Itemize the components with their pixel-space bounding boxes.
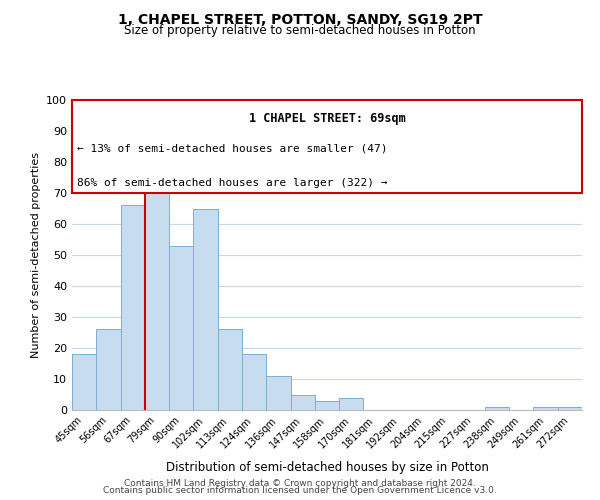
Text: Size of property relative to semi-detached houses in Potton: Size of property relative to semi-detach… bbox=[124, 24, 476, 37]
Text: 86% of semi-detached houses are larger (322) →: 86% of semi-detached houses are larger (… bbox=[77, 178, 388, 188]
Bar bbox=[96, 330, 121, 410]
Bar bbox=[315, 400, 339, 410]
Text: Contains public sector information licensed under the Open Government Licence v3: Contains public sector information licen… bbox=[103, 486, 497, 495]
Bar bbox=[145, 159, 169, 410]
Bar bbox=[290, 394, 315, 410]
Bar bbox=[533, 407, 558, 410]
Bar bbox=[558, 407, 582, 410]
Text: ← 13% of semi-detached houses are smaller (47): ← 13% of semi-detached houses are smalle… bbox=[77, 144, 388, 154]
Bar bbox=[193, 208, 218, 410]
Text: 1 CHAPEL STREET: 69sqm: 1 CHAPEL STREET: 69sqm bbox=[248, 112, 406, 126]
Bar bbox=[485, 407, 509, 410]
Y-axis label: Number of semi-detached properties: Number of semi-detached properties bbox=[31, 152, 41, 358]
Bar bbox=[242, 354, 266, 410]
Bar bbox=[266, 376, 290, 410]
Bar bbox=[339, 398, 364, 410]
Bar bbox=[121, 206, 145, 410]
Bar bbox=[218, 330, 242, 410]
Bar bbox=[72, 354, 96, 410]
Bar bbox=[169, 246, 193, 410]
FancyBboxPatch shape bbox=[72, 100, 582, 193]
X-axis label: Distribution of semi-detached houses by size in Potton: Distribution of semi-detached houses by … bbox=[166, 461, 488, 474]
Text: 1, CHAPEL STREET, POTTON, SANDY, SG19 2PT: 1, CHAPEL STREET, POTTON, SANDY, SG19 2P… bbox=[118, 12, 482, 26]
Text: Contains HM Land Registry data © Crown copyright and database right 2024.: Contains HM Land Registry data © Crown c… bbox=[124, 478, 476, 488]
